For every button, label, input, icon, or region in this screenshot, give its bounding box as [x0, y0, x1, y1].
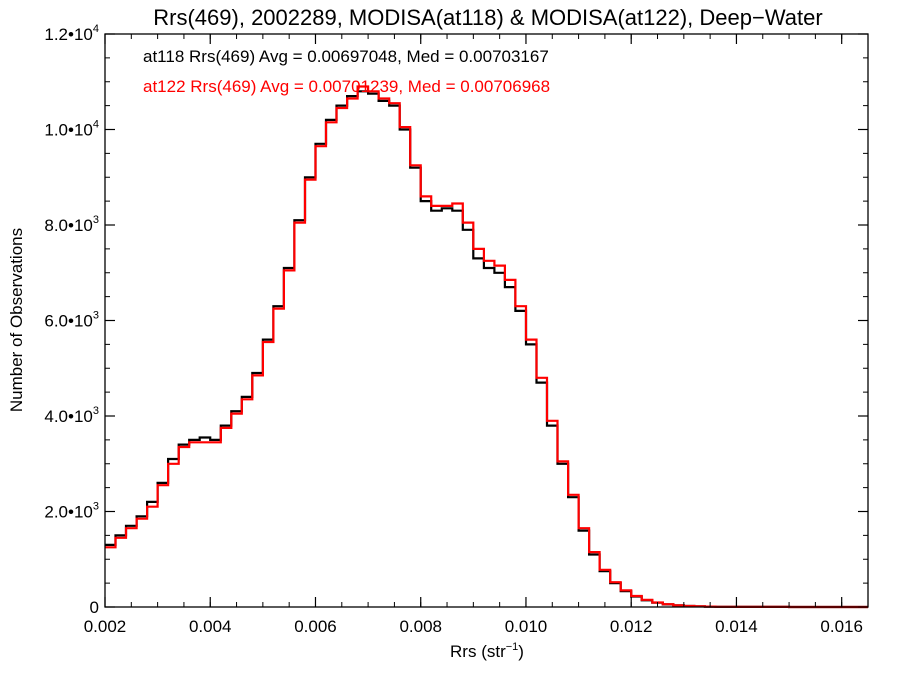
x-axis-label-superscript: −1: [506, 641, 519, 653]
y-axis-label: Number of Observations: [7, 228, 26, 412]
y-tick-label: 2.0•103: [44, 501, 99, 522]
x-axis-label-end: ): [518, 642, 524, 661]
y-tick-label: 4.0•103: [44, 405, 99, 426]
x-tick-label: 0.010: [505, 617, 548, 636]
x-tick-label: 0.014: [715, 617, 758, 636]
series-line-at122: [105, 85, 868, 609]
x-tick-label: 0.008: [399, 617, 442, 636]
y-tick-label: 0: [90, 598, 99, 617]
y-tick-label: 8.0•103: [44, 214, 99, 235]
x-axis-label-text: Rrs (str: [450, 642, 506, 661]
annotation-at118: at118 Rrs(469) Avg = 0.00697048, Med = 0…: [143, 47, 549, 66]
y-tick-label: 6.0•103: [44, 310, 99, 331]
annotation-at122: at122 Rrs(469) Avg = 0.00701239, Med = 0…: [143, 77, 550, 96]
plot-area: 0.002 0.004 0.006 0.008 0.010 0.012 0.014 0.016…: [44, 23, 869, 636]
x-tick-label: 0.002: [84, 617, 127, 636]
series-line-at118: [105, 90, 868, 609]
chart-title: Rrs(469), 2002289, MODISA(at118) & MODIS…: [153, 5, 822, 30]
x-axis-label: Rrs (str−1): [450, 641, 524, 661]
y-tick-label: 1.0•104: [44, 119, 99, 140]
x-tick-label: 0.006: [294, 617, 337, 636]
x-tick-label: 0.012: [610, 617, 653, 636]
plot-frame: [104, 33, 869, 608]
x-tick-label: 0.016: [820, 617, 863, 636]
y-tick-label: 1.2•104: [44, 23, 99, 44]
x-tick-label: 0.004: [189, 617, 232, 636]
